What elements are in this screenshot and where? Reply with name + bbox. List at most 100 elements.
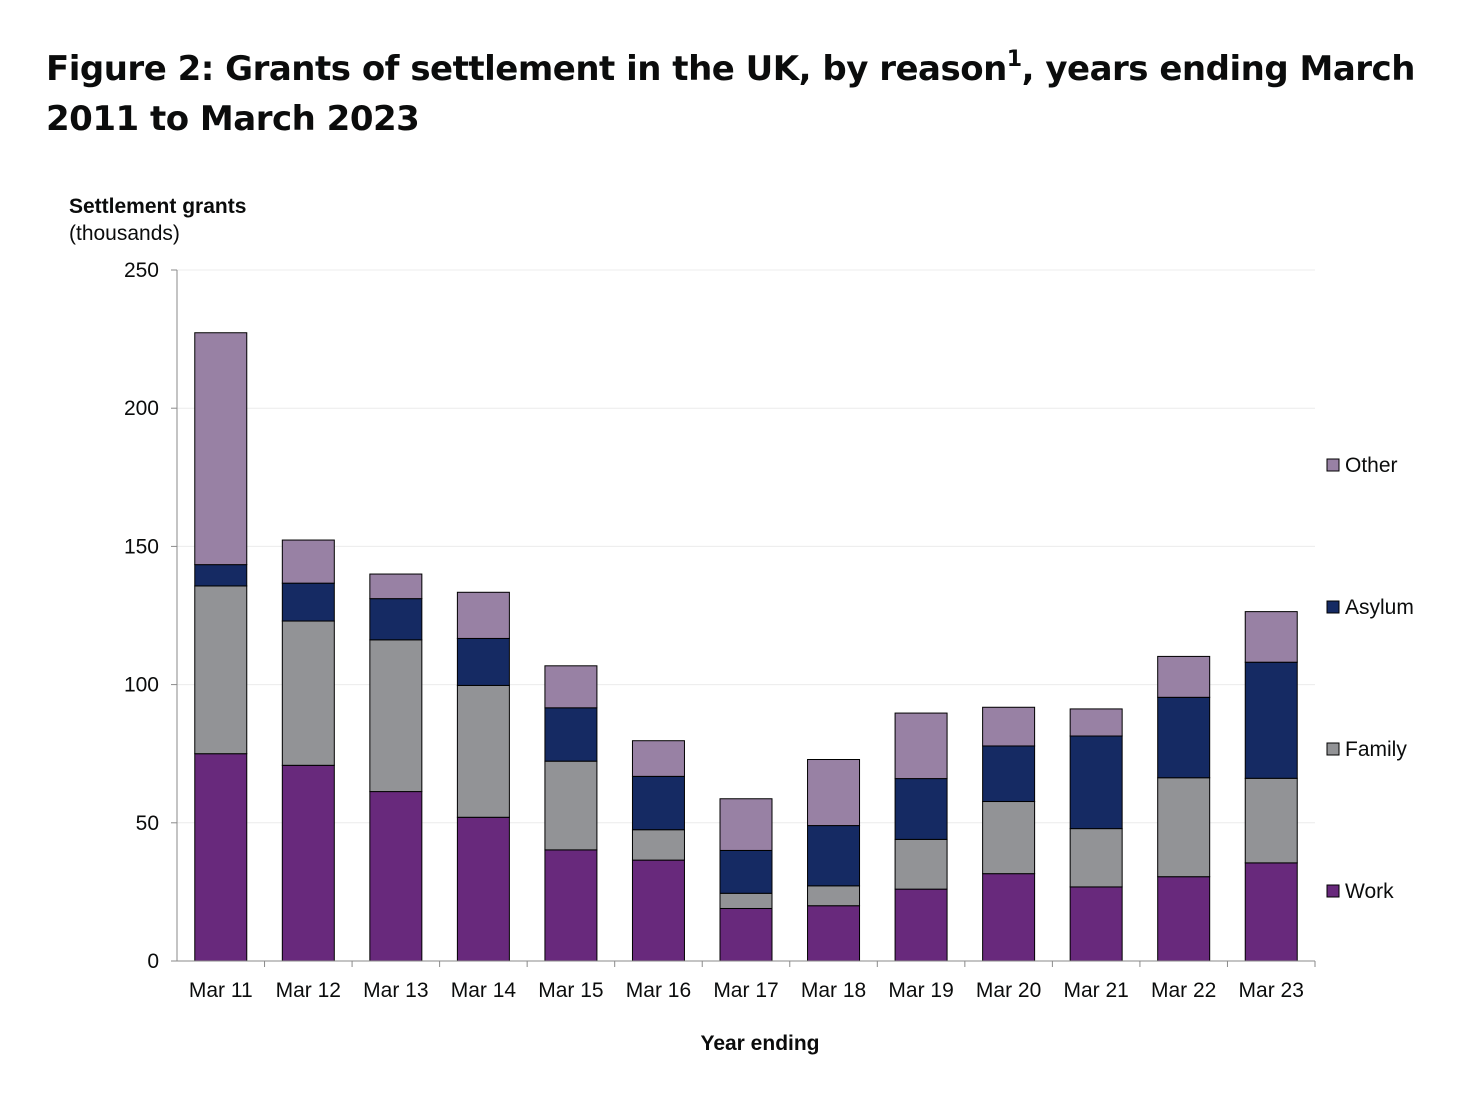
y-tick-label: 250 — [124, 259, 159, 282]
bar-segment-other — [544, 665, 598, 709]
legend-label: Asylum — [1345, 596, 1414, 619]
bar-segment-family — [1069, 828, 1123, 888]
bar-stack — [982, 706, 1036, 962]
bar-segment-work — [544, 849, 598, 962]
legend-label: Work — [1345, 880, 1394, 903]
legend-label: Other — [1345, 454, 1398, 477]
bar-segment-asylum — [631, 775, 685, 831]
bar-segment-work — [982, 873, 1036, 962]
bar-segment-family — [631, 829, 685, 861]
axes — [176, 270, 1315, 962]
y-tick-label: 100 — [124, 674, 159, 697]
bar-segment-asylum — [1244, 661, 1298, 779]
x-tick-label: Mar 16 — [626, 979, 691, 1002]
legend: Other Asylum Family Work — [1326, 454, 1414, 903]
bar-stack — [369, 573, 423, 962]
x-tick-label: Mar 15 — [538, 979, 603, 1002]
bar-segment-work — [631, 859, 685, 962]
bar-stack — [456, 591, 510, 962]
bar-segment-work — [456, 816, 510, 962]
y-axis-title: Settlement grants — [69, 195, 246, 218]
bar-segment-other — [631, 740, 685, 777]
bar-segment-work — [807, 905, 861, 962]
bar-stack — [631, 740, 685, 962]
chart-title-rest: , years ending March 2011 to March 2023 — [46, 49, 1415, 139]
x-tick-label: Mar 20 — [976, 979, 1041, 1002]
bar-segment-asylum — [982, 745, 1036, 803]
x-tick-labels: Mar 11 Mar 12 Mar 13 Mar 14 Mar 15 Mar 16 Mar … — [189, 961, 1316, 1002]
x-tick-label: Mar 23 — [1239, 979, 1304, 1002]
bar-segment-asylum — [544, 707, 598, 762]
bar-stack — [719, 798, 773, 962]
bar-segment-other — [1157, 655, 1211, 698]
y-tick-labels: 0 50 100 150 200 250 — [124, 259, 159, 973]
bar-segment-family — [369, 639, 423, 793]
bar-segment-family — [982, 801, 1036, 875]
bar-stack — [281, 539, 335, 962]
bar-segment-family — [281, 620, 335, 766]
legend-item-other: Other — [1326, 454, 1398, 477]
bar-segment-asylum — [1069, 735, 1123, 830]
bar-stack — [807, 759, 861, 962]
bar-segment-asylum — [281, 582, 335, 622]
bar-segment-work — [719, 907, 773, 962]
bar-segment-asylum — [1157, 696, 1211, 779]
bar-segment-work — [1157, 876, 1211, 962]
bar-stack — [544, 665, 598, 962]
bar-segment-other — [281, 539, 335, 584]
bar-segment-other — [894, 712, 948, 780]
bar-segment-work — [369, 791, 423, 962]
x-tick-label: Mar 13 — [363, 979, 428, 1002]
x-tick-label: Mar 17 — [713, 979, 778, 1002]
bar-segment-work — [1069, 886, 1123, 962]
bar-segment-asylum — [456, 637, 510, 686]
legend-swatch — [1326, 458, 1340, 472]
bar-segment-other — [456, 591, 510, 639]
bar-segment-family — [1157, 777, 1211, 878]
legend-item-family: Family — [1326, 738, 1407, 761]
legend-swatch — [1326, 884, 1340, 898]
legend-item-asylum: Asylum — [1326, 596, 1414, 619]
bar-segment-asylum — [807, 825, 861, 887]
x-axis-title: Year ending — [700, 1032, 819, 1055]
y-tick-label: 150 — [124, 535, 159, 558]
chart-title-footnote: 1 — [1006, 46, 1022, 72]
bar-segment-other — [982, 706, 1036, 747]
x-tick-label: Mar 18 — [801, 979, 866, 1002]
bar-segment-other — [807, 759, 861, 827]
legend-swatch — [1326, 742, 1340, 756]
legend-item-work: Work — [1326, 880, 1394, 903]
bar-segment-asylum — [719, 849, 773, 894]
bar-stack — [1244, 611, 1298, 962]
bar-stack — [194, 332, 248, 962]
bars — [194, 332, 1298, 962]
y-tick-label: 50 — [136, 812, 159, 835]
x-tick-label: Mar 12 — [276, 979, 341, 1002]
y-tick-label: 0 — [147, 950, 159, 973]
bar-stack — [1157, 655, 1211, 962]
x-tick-label: Mar 19 — [888, 979, 953, 1002]
bar-segment-other — [369, 573, 423, 600]
x-tick-label: Mar 21 — [1063, 979, 1128, 1002]
chart-title-main: Figure 2: Grants of settlement in the UK… — [46, 49, 1007, 89]
x-tick-label: Mar 22 — [1151, 979, 1216, 1002]
x-tick-label: Mar 14 — [451, 979, 517, 1002]
bar-segment-family — [807, 885, 861, 907]
bar-segment-other — [1069, 708, 1123, 737]
bar-segment-work — [1244, 862, 1298, 962]
bar-segment-work — [281, 764, 335, 962]
bar-segment-family — [544, 760, 598, 851]
bar-segment-family — [719, 892, 773, 909]
bar-segment-asylum — [194, 564, 248, 587]
y-tick-label: 200 — [124, 397, 159, 420]
bar-segment-other — [194, 332, 248, 566]
y-axis-unit: (thousands) — [69, 222, 180, 245]
bar-segment-asylum — [369, 598, 423, 641]
legend-label: Family — [1345, 738, 1407, 761]
bar-segment-asylum — [894, 778, 948, 840]
bar-segment-family — [1244, 777, 1298, 864]
bar-segment-work — [894, 888, 948, 962]
bar-segment-family — [456, 684, 510, 818]
bar-segment-work — [194, 753, 248, 962]
bar-segment-family — [194, 585, 248, 755]
